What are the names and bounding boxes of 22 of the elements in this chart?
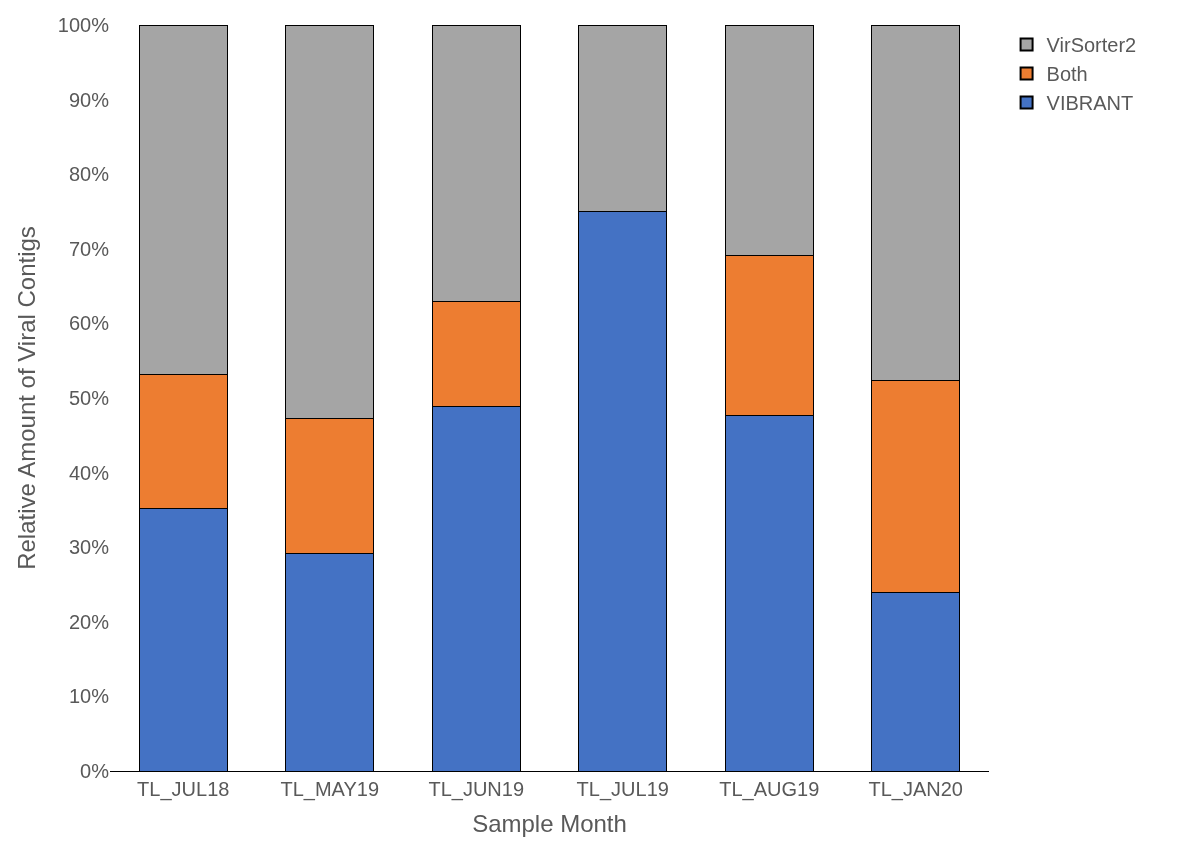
y-tick-label: 10%	[68, 685, 110, 708]
x-axis-title: Sample Month	[472, 810, 627, 838]
y-tick-label: 0%	[80, 760, 110, 782]
x-tick-label: TL_JUL18	[137, 778, 230, 801]
x-tick-label: TL_JAN20	[868, 778, 963, 801]
y-tick-label: 20%	[68, 610, 110, 633]
y-axis-title: Relative Amount of Viral Contigs	[12, 226, 40, 570]
legend-label: VIBRANT	[1046, 92, 1134, 115]
x-tick-label: TL_JUL19	[576, 778, 669, 801]
y-tick-label: 30%	[68, 536, 110, 559]
y-tick-label: 50%	[68, 387, 110, 409]
y-tick-label: 40%	[68, 461, 110, 484]
x-tick-label: TL_JUN19	[428, 778, 525, 801]
legend-label: Both	[1046, 63, 1088, 86]
legend-label: VirSorter2	[1046, 34, 1137, 57]
y-tick-label: 100%	[57, 14, 110, 36]
y-tick-label: 90%	[68, 88, 110, 111]
x-tick-label: TL_AUG19	[719, 778, 820, 801]
x-tick-label: TL_MAY19	[280, 778, 380, 801]
y-tick-label: 70%	[68, 237, 110, 260]
y-tick-label: 80%	[68, 163, 110, 186]
y-tick-label: 60%	[68, 312, 110, 335]
